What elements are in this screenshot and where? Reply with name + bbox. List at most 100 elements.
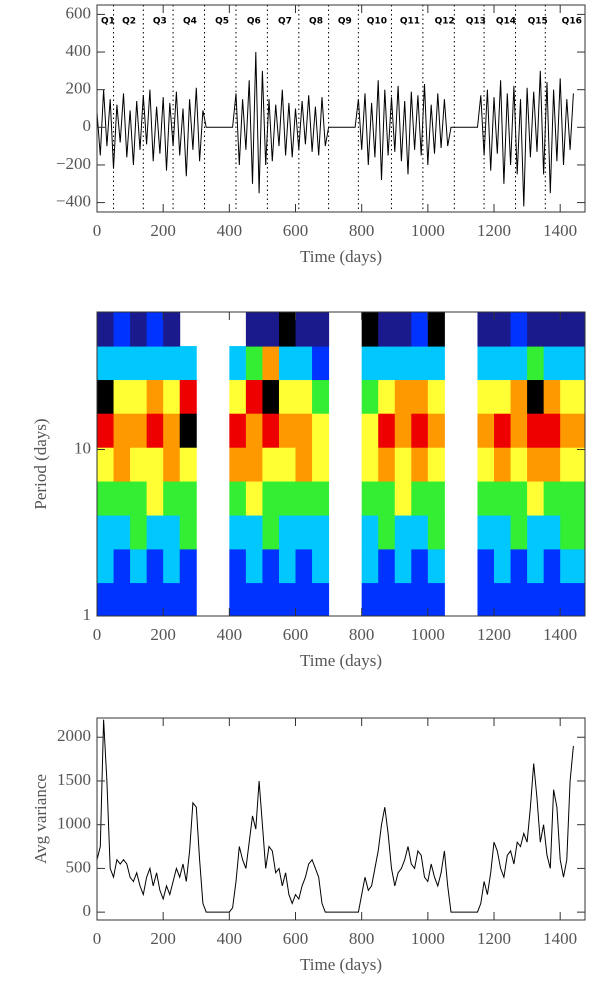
- heat-cell: [477, 548, 495, 584]
- x-tick-label: 1000: [411, 625, 445, 644]
- heat-cell: [378, 312, 396, 347]
- plot-frame: [96, 311, 586, 617]
- y-tick-label: 600: [66, 3, 92, 22]
- heat-cell: [295, 379, 313, 414]
- quarter-label: Q7: [278, 17, 292, 27]
- heat-cell: [560, 548, 586, 584]
- heat-cell: [312, 413, 330, 448]
- heat-cell: [411, 515, 429, 550]
- heat-cell: [510, 379, 528, 414]
- quarter-label: Q4: [183, 17, 197, 27]
- x-tick-label: 600: [283, 625, 309, 644]
- heat-cell: [130, 515, 148, 550]
- x-tick-label: 800: [349, 929, 375, 948]
- heat-cell: [97, 515, 115, 550]
- heat-cell: [97, 312, 115, 347]
- heat-cell: [543, 346, 561, 381]
- x-tick-label: 400: [217, 929, 243, 948]
- heat-cell: [527, 481, 545, 516]
- x-tick-label: 1000: [411, 929, 445, 948]
- heat-cell: [163, 481, 181, 516]
- heat-cell: [163, 346, 181, 381]
- heat-cell: [527, 413, 545, 448]
- heat-cell: [510, 515, 528, 550]
- heat-cell: [510, 582, 528, 617]
- heat-cell: [312, 312, 330, 347]
- heat-cell: [245, 379, 263, 414]
- heat-cell: [543, 379, 561, 414]
- heat-cell: [130, 312, 148, 347]
- x-tick-label: 400: [217, 221, 243, 240]
- heat-cell: [394, 582, 412, 617]
- heat-cell: [245, 346, 263, 381]
- y-tick-label: 1: [83, 605, 92, 624]
- x-tick-label: 1400: [543, 221, 577, 240]
- x-tick-label: 1000: [411, 221, 445, 240]
- heat-cell: [411, 312, 429, 347]
- heat-cell: [527, 582, 545, 617]
- heat-cell: [427, 346, 445, 381]
- heat-cell: [278, 447, 297, 482]
- heat-cell: [527, 447, 545, 482]
- heat-cell: [427, 379, 445, 414]
- heat-cell: [262, 312, 280, 347]
- heat-cell: [378, 481, 396, 516]
- heat-cell: [245, 582, 263, 617]
- heat-cell: [229, 582, 247, 617]
- heat-cell: [427, 413, 445, 448]
- heat-cell: [278, 481, 297, 516]
- heat-cell: [394, 481, 412, 516]
- heat-cell: [510, 447, 528, 482]
- heat-cell: [510, 312, 528, 347]
- heat-cell: [560, 447, 586, 482]
- heat-cell: [361, 582, 379, 617]
- heat-cell: [361, 548, 379, 584]
- heat-cell: [130, 413, 148, 448]
- x-tick-label: 600: [283, 929, 309, 948]
- heat-cell: [278, 346, 297, 381]
- heat-cell: [163, 548, 181, 584]
- heat-cell: [378, 413, 396, 448]
- heat-cell: [477, 447, 495, 482]
- heat-cell: [411, 481, 429, 516]
- heat-cell: [262, 515, 280, 550]
- quarter-label: Q12: [435, 17, 455, 27]
- heat-cell: [163, 582, 181, 617]
- heat-cell: [229, 379, 247, 414]
- heat-cell: [543, 515, 561, 550]
- heat-cell: [312, 548, 330, 584]
- heat-cell: [361, 379, 379, 414]
- heat-cell: [229, 548, 247, 584]
- heat-cell: [179, 413, 197, 448]
- heat-cell: [245, 413, 263, 448]
- heat-cell: [411, 379, 429, 414]
- y-tick-label: 10: [74, 438, 91, 457]
- heat-cell: [179, 447, 197, 482]
- heat-cell: [295, 582, 313, 617]
- y-tick-label: 0: [83, 901, 92, 920]
- quarter-label: Q14: [496, 17, 516, 27]
- heat-cell: [394, 515, 412, 550]
- heat-cell: [477, 346, 495, 381]
- heat-cell: [179, 346, 197, 381]
- quarter-label: Q2: [122, 17, 136, 27]
- heat-cell: [278, 413, 297, 448]
- plot-frame: [96, 4, 586, 213]
- heat-cell: [312, 515, 330, 550]
- heat-cell: [477, 413, 495, 448]
- heat-cell: [295, 481, 313, 516]
- heat-cell: [295, 312, 313, 347]
- quarter-label: Q8: [309, 17, 323, 27]
- quarter-label: Q13: [466, 17, 486, 27]
- heat-cell: [494, 515, 512, 550]
- x-axis-label: Time (days): [300, 955, 382, 974]
- x-tick-label: 1200: [477, 625, 511, 644]
- x-tick-label: 400: [217, 625, 243, 644]
- heat-cell: [394, 447, 412, 482]
- quarter-label: Q16: [562, 17, 582, 27]
- heat-cell: [312, 481, 330, 516]
- heat-cell: [163, 447, 181, 482]
- data-line: [96, 719, 574, 913]
- heat-cell: [560, 346, 586, 381]
- x-tick-label: 1200: [477, 221, 511, 240]
